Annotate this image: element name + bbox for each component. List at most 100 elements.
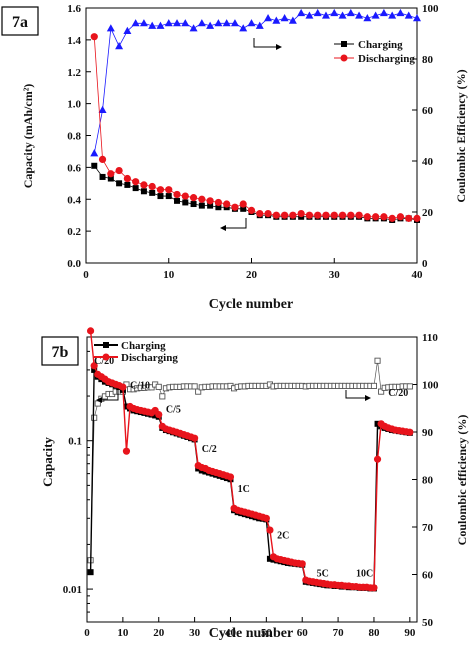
panel-7a-discharging-point-10 bbox=[165, 186, 173, 194]
panel-7b-efficiency-point-21 bbox=[159, 393, 166, 400]
panel-7a-discharging-point-26 bbox=[297, 209, 305, 218]
panel-7a-discharging-point-11 bbox=[173, 190, 181, 199]
panel-7a-discharging-point-19 bbox=[239, 200, 247, 208]
panel-7b-rate-label-7: 10C bbox=[356, 568, 373, 579]
legend-label-charging: Charging bbox=[358, 39, 403, 51]
panel-7b-rate-label-0: C/20 bbox=[94, 356, 114, 367]
panel-7b-ytick-left-label-0: 0.01 bbox=[63, 584, 82, 596]
panel-7a-discharging-point-27 bbox=[305, 211, 314, 219]
legend-label-charging-b: Charging bbox=[121, 340, 166, 352]
panel-7a-discharging-point-38 bbox=[396, 213, 405, 221]
panel-7a-charging-point-12 bbox=[182, 199, 189, 206]
panel-7a-legend: Charging Discharging bbox=[334, 39, 415, 65]
panel-7a-efficiency-point-13 bbox=[189, 24, 198, 32]
panel-7b-charging-line bbox=[89, 369, 410, 590]
panel-7b: 7b 0 10 20 30 40 50 60 70 80 90 0.01 0.1 50 60 70 80 90 1… bbox=[40, 327, 469, 641]
panel-7a-ytick-left-label-6: 1.2 bbox=[67, 67, 81, 79]
panel-7b-xtick-label-8: 80 bbox=[368, 627, 380, 639]
panel-7a-ylabel-right: Coulombic Efficiency (%) bbox=[454, 69, 468, 202]
panel-7a-efficiency-point-6 bbox=[131, 19, 140, 27]
panel-7a-discharging-point-17 bbox=[223, 200, 231, 208]
panel-7a-efficiency-point-33 bbox=[355, 11, 364, 19]
legend-marker-discharging bbox=[340, 54, 348, 62]
panel-7a-ytick-left-label-8: 1.6 bbox=[67, 3, 81, 15]
panel-7a-ytick-right-label-2: 40 bbox=[422, 156, 434, 168]
panel-7a-discharging-point-18 bbox=[231, 203, 239, 211]
panel-7a-discharging-point-16 bbox=[214, 198, 222, 207]
panel-7a-arrow-right bbox=[253, 38, 282, 50]
panel-7a-discharging-point-14 bbox=[198, 195, 206, 203]
panel-7a-efficiency-point-12 bbox=[181, 19, 190, 27]
panel-7a-label: 7a bbox=[12, 14, 28, 31]
panel-7b-xtick-label-0: 0 bbox=[84, 627, 90, 639]
legend-label-discharging: Discharging bbox=[358, 53, 415, 65]
panel-7a-efficiency-point-38 bbox=[396, 8, 405, 17]
panel-7a-efficiency-point-3 bbox=[106, 24, 115, 32]
panel-7a-charging-point-9 bbox=[157, 193, 164, 200]
panel-7a-ytick-right-label-5: 100 bbox=[422, 3, 439, 15]
panel-7a-efficiency-point-22 bbox=[264, 14, 273, 22]
panel-7b-xtick-label-1: 10 bbox=[117, 627, 129, 639]
panel-7a-discharging-point-3 bbox=[107, 170, 115, 178]
panel-7a-efficiency-point-32 bbox=[346, 8, 355, 17]
panel-7a-ylabel-left: Capacity (mAh/cm²) bbox=[21, 84, 35, 189]
panel-7a-discharging-point-6 bbox=[132, 178, 140, 186]
panel-7a-discharging-point-1 bbox=[90, 33, 98, 41]
panel-7a-efficiency-point-4 bbox=[115, 42, 124, 50]
panel-7a-efficiency-point-19 bbox=[239, 24, 248, 32]
panel-7b-ylabel-left: Capacity bbox=[40, 437, 55, 487]
panel-7b-discharging-point-90 bbox=[406, 428, 414, 436]
panel-7b-discharging-point-10 bbox=[119, 383, 127, 391]
panel-7a-discharging-point-28 bbox=[314, 211, 322, 219]
panel-7a-discharging-point-23 bbox=[272, 211, 280, 219]
panel-7a-efficiency-point-14 bbox=[197, 19, 206, 27]
panel-7a-xtick-label-1: 10 bbox=[163, 269, 175, 281]
panel-7a-ytick-right-label-0: 0 bbox=[422, 258, 428, 270]
panel-7a-efficiency-point-17 bbox=[222, 19, 231, 27]
panel-7a-ytick-right-label-3: 60 bbox=[422, 105, 434, 117]
panel-7a-ytick-left-label-1: 0.2 bbox=[67, 226, 81, 238]
panel-7b-ytick-right-label-6: 110 bbox=[422, 332, 438, 344]
panel-7a-discharging-point-4 bbox=[115, 166, 123, 175]
panel-7a-discharging-point-21 bbox=[256, 209, 264, 218]
panel-7b-efficiency-point-82 bbox=[378, 388, 385, 395]
panel-7b-discharging-point-81 bbox=[373, 455, 382, 463]
panel-7b-discharging-point-1 bbox=[86, 327, 95, 335]
panel-7b-discharging-point-80 bbox=[370, 584, 378, 592]
legend-marker-discharging-b bbox=[102, 353, 110, 361]
panel-7a-discharging-point-7 bbox=[140, 181, 148, 189]
panel-7a-efficiency-point-25 bbox=[288, 16, 297, 24]
panel-7a-efficiency-point-39 bbox=[404, 11, 413, 19]
panel-7b-ytick-right-label-4: 90 bbox=[422, 427, 434, 439]
panel-7a: 7a 0 10 20 30 400.00.20.40.60.81.01.21.41.60… bbox=[1, 3, 468, 312]
panel-7a-efficiency-point-11 bbox=[173, 19, 182, 27]
panel-7a-efficiency-point-18 bbox=[230, 19, 239, 27]
legend-marker-charging bbox=[341, 41, 347, 47]
panel-7a-arrow-left bbox=[220, 218, 247, 231]
panel-7a-ytick-left-label-4: 0.8 bbox=[67, 131, 81, 143]
panel-7a-ytick-left-label-7: 1.4 bbox=[67, 35, 81, 47]
panel-7a-efficiency-point-15 bbox=[206, 21, 215, 29]
panel-7a-ytick-left-label-0: 0.0 bbox=[67, 258, 81, 270]
panel-7a-discharging-line bbox=[93, 36, 417, 219]
panel-7b-rate-label-4: 1C bbox=[238, 484, 250, 495]
panel-7a-efficiency-point-35 bbox=[371, 11, 380, 19]
panel-7a-ytick-left-label-3: 0.6 bbox=[67, 162, 81, 174]
panel-7a-discharging-point-12 bbox=[181, 192, 189, 200]
panel-7b-label-box bbox=[41, 336, 79, 366]
panel-7a-efficiency-point-24 bbox=[280, 14, 289, 22]
panel-7b-charging-point-1 bbox=[87, 569, 94, 576]
panel-7a-charging-point-3 bbox=[107, 175, 114, 182]
panel-7a-charging-line bbox=[93, 165, 418, 221]
panel-7a-xtick-label-2: 20 bbox=[246, 269, 258, 281]
panel-7b-discharging-point-50 bbox=[262, 514, 270, 522]
panel-7a-ytick-left-label-5: 1.0 bbox=[67, 99, 81, 111]
panel-7a-series bbox=[90, 8, 421, 223]
panel-7a-charging-point-2 bbox=[99, 173, 106, 180]
panel-7b-efficiency-point-3 bbox=[94, 400, 101, 407]
panel-7b-rate-label-8: C/20 bbox=[388, 388, 408, 399]
panel-7a-efficiency-point-28 bbox=[313, 8, 322, 17]
panel-7a-discharging-point-35 bbox=[372, 213, 380, 221]
panel-7a-efficiency-point-26 bbox=[297, 8, 306, 17]
